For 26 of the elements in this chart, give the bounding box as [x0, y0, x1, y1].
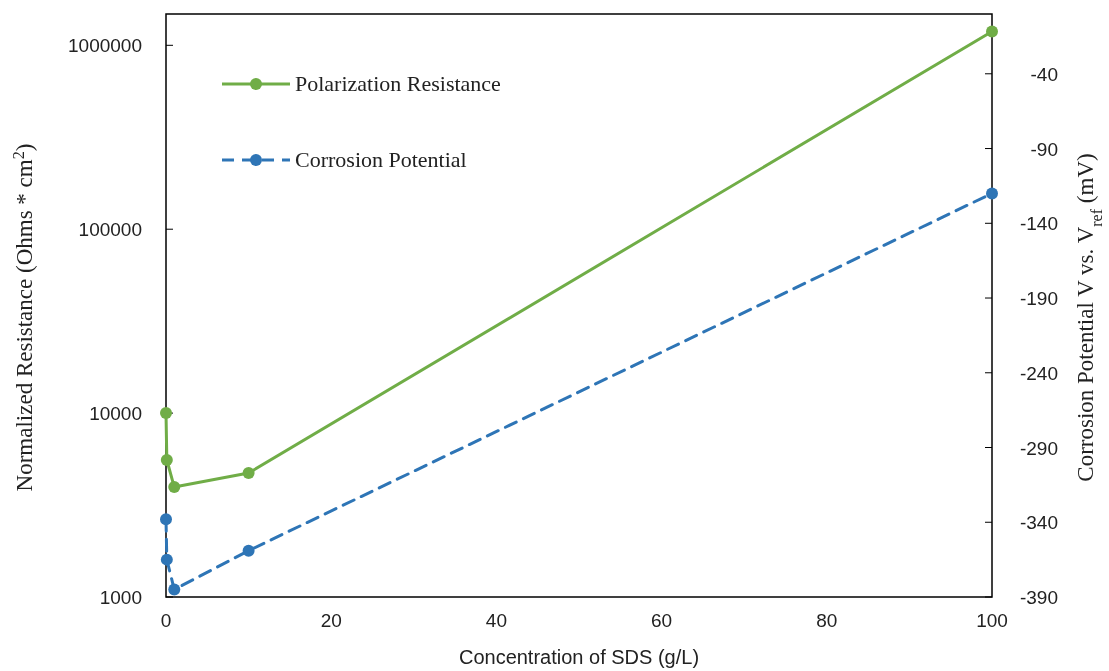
y2-tick-label: -390: [1019, 587, 1058, 608]
y-tick-label: 1000: [99, 587, 142, 608]
y2-tick-label: -340: [1019, 512, 1058, 534]
y2-tick-label: -190: [1019, 288, 1058, 310]
point: [242, 467, 255, 480]
x-tick-label: 80: [816, 610, 838, 631]
x-tick-label: 40: [485, 610, 507, 631]
x-axis-title: Concentration of SDS (g/L): [458, 646, 700, 668]
y-tick-label: 1000000: [68, 35, 142, 57]
legend-label: Polarization Resistance: [295, 71, 501, 96]
x-tick-label: 100: [976, 610, 1008, 631]
y2-tick-label: -140: [1019, 213, 1058, 235]
y2-tick-label: -240: [1019, 362, 1058, 384]
y-tick-label: 100000: [78, 219, 142, 241]
x-tick-label: 20: [320, 610, 342, 631]
point: [168, 481, 181, 494]
y2-tick-label: -40: [1030, 63, 1058, 85]
x-tick-label: 0: [160, 610, 172, 631]
point: [986, 25, 998, 38]
point: [160, 453, 173, 466]
y2-tick-label: -290: [1019, 437, 1058, 459]
y-tick-label: 10000: [89, 403, 142, 425]
x-tick-label: 60: [651, 610, 673, 631]
legend-label: Corrosion Potential: [295, 147, 467, 172]
point: [160, 407, 172, 420]
y2-tick-label: -90: [1030, 138, 1058, 160]
